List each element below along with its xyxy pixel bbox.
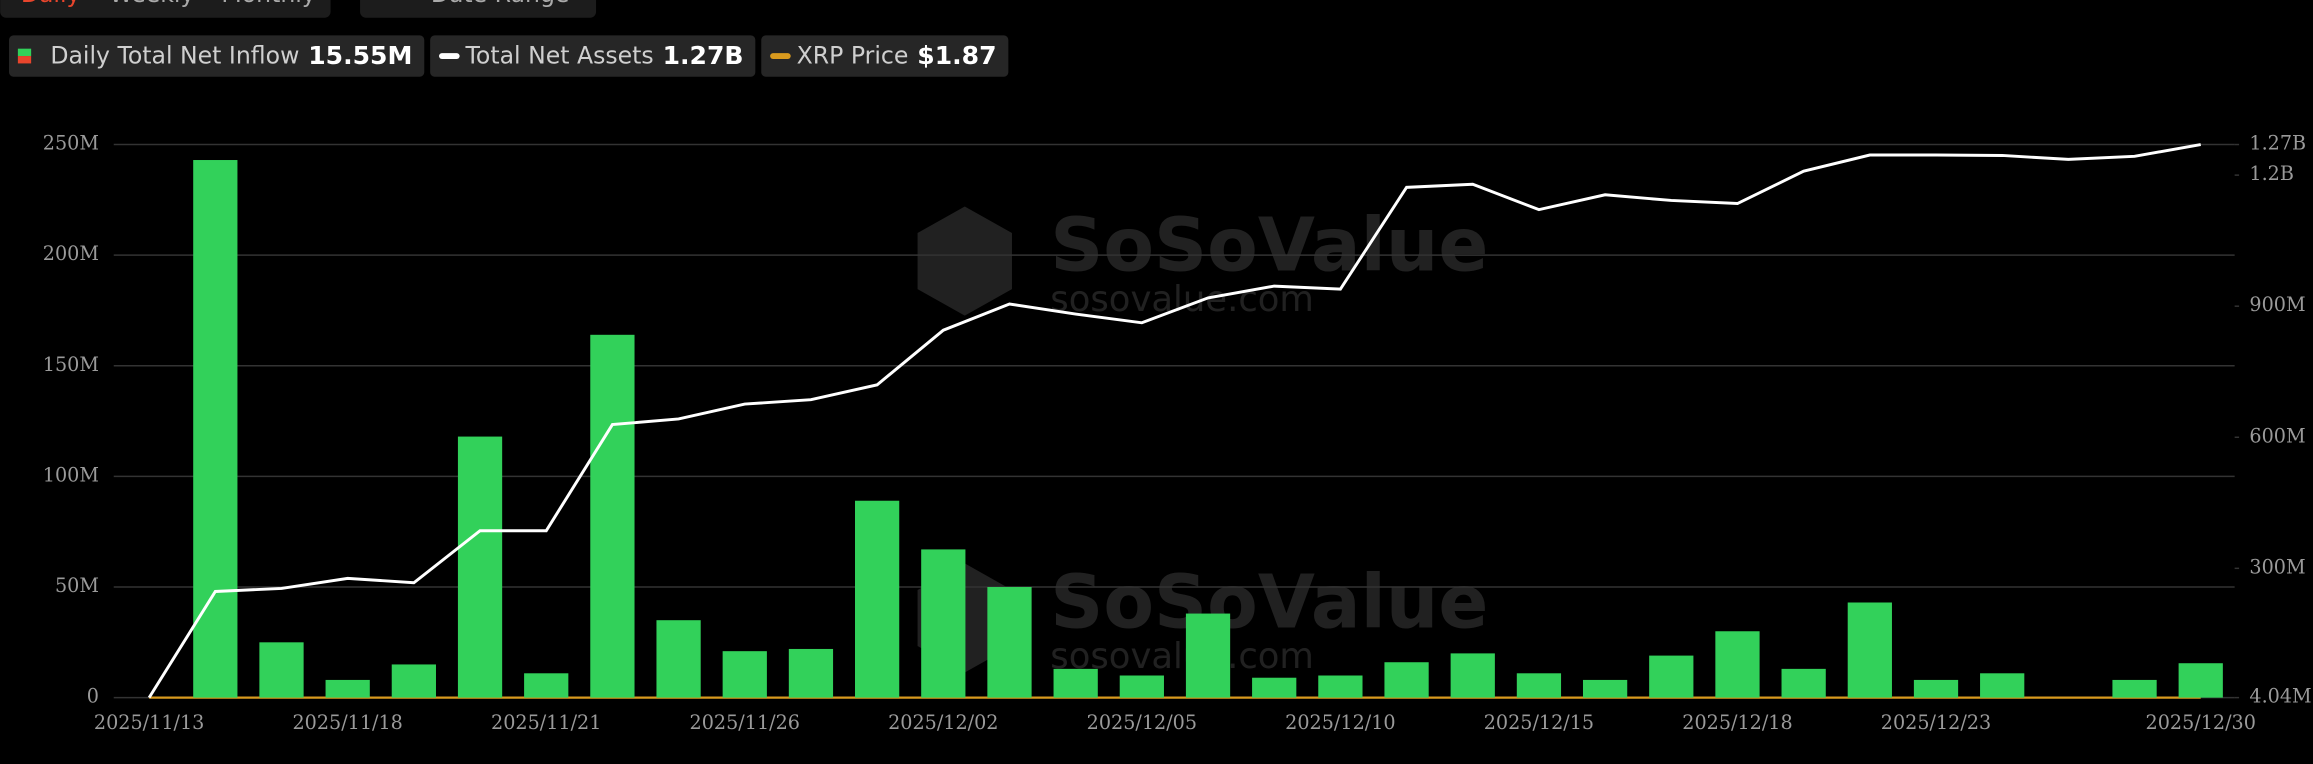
legend-swatch bbox=[17, 56, 32, 64]
bar bbox=[1450, 653, 1495, 698]
bar bbox=[1119, 675, 1164, 698]
bar bbox=[788, 648, 834, 698]
tab-weekly[interactable]: Weekly bbox=[109, 0, 194, 8]
bar bbox=[1185, 613, 1231, 698]
legend-label: Total Net Assets bbox=[465, 41, 654, 69]
y2-tick-label: 300M bbox=[2249, 555, 2305, 578]
bar bbox=[1649, 655, 1694, 698]
bar bbox=[1053, 668, 1098, 698]
legend-value: 1.27B bbox=[663, 41, 744, 70]
y-tick-label: 0 bbox=[87, 685, 99, 708]
x-tick-label: 2025/12/15 bbox=[1484, 711, 1594, 734]
y2-tick-label: 1.2B bbox=[2249, 162, 2294, 185]
legend-item: Daily Total Net Inflow 15.55M bbox=[9, 35, 425, 77]
watermark: SoSoValue sosovalue.com SoSoValue sosova… bbox=[917, 204, 1488, 677]
y-tick-label: 50M bbox=[55, 574, 99, 597]
date-range-button[interactable] bbox=[360, 0, 597, 18]
bar bbox=[1516, 673, 1562, 698]
x-tick-label: 2025/11/26 bbox=[690, 711, 800, 734]
bar bbox=[590, 334, 635, 698]
legend-label: Daily Total Net Inflow bbox=[50, 41, 299, 69]
y-tick-label: 150M bbox=[43, 353, 99, 376]
watermark-logo bbox=[917, 206, 1012, 316]
legend-swatch bbox=[770, 53, 791, 59]
bar bbox=[656, 620, 701, 698]
bar bbox=[259, 642, 304, 698]
legend: Daily Total Net Inflow 15.55M Total Net As… bbox=[9, 35, 1009, 77]
x-tick-label: 2025/11/21 bbox=[491, 711, 601, 734]
x-tick-label: 2025/12/18 bbox=[1682, 711, 1792, 734]
bar bbox=[524, 673, 569, 698]
bar bbox=[1913, 679, 1959, 698]
x-tick-label: 2025/12/05 bbox=[1087, 711, 1197, 734]
y-tick-label: 200M bbox=[43, 242, 99, 265]
bar bbox=[457, 436, 503, 698]
x-tick-label: 2025/11/13 bbox=[94, 711, 204, 734]
bar bbox=[2178, 663, 2223, 698]
bar bbox=[921, 549, 966, 698]
watermark-text: SoSoValue bbox=[1050, 561, 1488, 646]
bar bbox=[987, 587, 1032, 698]
bar bbox=[325, 679, 370, 698]
y2-tick-label: 1.27B bbox=[2249, 132, 2306, 155]
tab-group bbox=[0, 0, 331, 18]
bar bbox=[391, 664, 436, 698]
x-tick-label: 2025/12/02 bbox=[888, 711, 998, 734]
y2-tick-label: 4.04M bbox=[2249, 685, 2311, 708]
y-tick-label: 100M bbox=[43, 463, 99, 486]
line bbox=[147, 143, 2201, 699]
y-tick-label: 250M bbox=[43, 132, 99, 155]
legend-item: XRP Price $1.87 bbox=[761, 35, 1009, 77]
legend-item: Total Net Assets 1.27B bbox=[430, 35, 756, 77]
tab-monthly[interactable]: Monthly bbox=[221, 0, 315, 8]
bar bbox=[1318, 675, 1363, 698]
y2-tick-label: 900M bbox=[2249, 293, 2305, 316]
date-range-label[interactable]: Date Range bbox=[431, 0, 570, 8]
bar bbox=[1384, 662, 1429, 698]
y2-tick-label: 600M bbox=[2249, 424, 2305, 447]
bar bbox=[2112, 679, 2157, 698]
legend-box bbox=[430, 35, 756, 77]
legend-box bbox=[761, 35, 1009, 77]
x-tick-label: 2025/12/30 bbox=[2146, 711, 2256, 734]
bar bbox=[1847, 602, 1892, 698]
x-tick-label: 2025/12/10 bbox=[1285, 711, 1395, 734]
bar bbox=[1252, 677, 1297, 698]
bar bbox=[855, 500, 900, 698]
legend-value: $1.87 bbox=[917, 41, 996, 70]
legend-box bbox=[9, 35, 425, 77]
bar bbox=[1582, 679, 1628, 698]
legend-label: XRP Price bbox=[797, 41, 909, 69]
bar bbox=[1715, 631, 1760, 698]
legend-swatch bbox=[17, 48, 32, 57]
legend-swatch bbox=[439, 53, 460, 59]
bar bbox=[1980, 673, 2025, 698]
x-tick-label: 2025/11/18 bbox=[292, 711, 402, 734]
tab-daily[interactable]: Daily bbox=[21, 0, 81, 8]
bar bbox=[1781, 668, 1826, 698]
watermark-text: SoSoValue bbox=[1050, 204, 1488, 289]
legend-value: 15.55M bbox=[308, 41, 412, 70]
bar bbox=[193, 160, 238, 698]
x-tick-label: 2025/12/23 bbox=[1881, 711, 1991, 734]
bar bbox=[722, 651, 767, 698]
